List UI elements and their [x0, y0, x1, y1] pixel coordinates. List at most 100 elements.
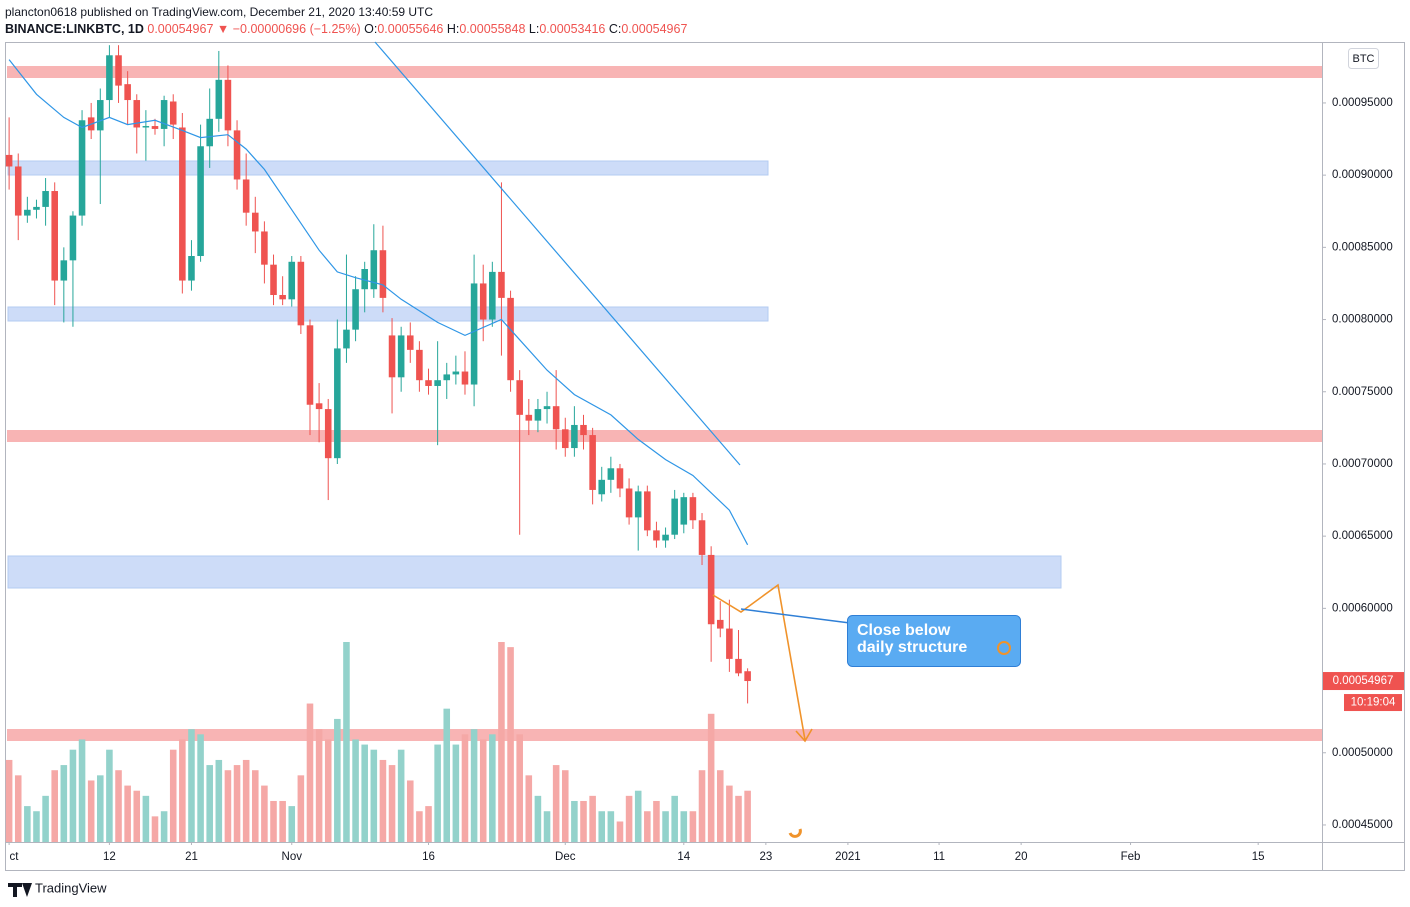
volume-bar	[525, 775, 533, 842]
y-tick-label: 0.00070000	[1332, 458, 1393, 470]
candle-body	[270, 264, 277, 295]
callout-line: Close below	[857, 622, 951, 639]
volume-bar	[115, 770, 122, 842]
volume-bar	[124, 785, 131, 842]
x-tick-label: Feb	[1121, 851, 1141, 863]
y-tick-label: 0.00075000	[1332, 386, 1393, 398]
volume-bar	[479, 739, 487, 842]
chart-frame	[5, 42, 1405, 871]
structure-zone	[7, 160, 769, 176]
event-icon	[788, 828, 802, 838]
volume-bar	[261, 785, 268, 842]
volume-bar	[744, 790, 751, 842]
open-value: 0.00055646	[377, 22, 443, 36]
candle-body	[598, 479, 606, 495]
volume-bar	[288, 806, 296, 842]
volume-bar	[716, 770, 724, 842]
volume-bar	[416, 811, 423, 842]
candle-body	[461, 371, 469, 385]
volume-bar	[735, 795, 742, 842]
volume-bar	[516, 734, 523, 842]
last-price-tag	[1323, 672, 1404, 691]
candle-body	[479, 283, 487, 320]
candle-body	[133, 100, 141, 128]
y-tick-label: 0.00090000	[1332, 169, 1393, 181]
x-tick-label: 2021	[835, 851, 861, 863]
volume-bar	[552, 765, 560, 842]
volume-bar	[51, 770, 58, 842]
candle-body	[498, 271, 505, 298]
y-tick-label: 0.00080000	[1332, 314, 1393, 326]
open-label: O:	[364, 22, 377, 36]
candle-body	[361, 269, 368, 290]
volume-bar	[60, 765, 68, 842]
volume-bar	[461, 734, 469, 842]
volume-bar	[252, 770, 259, 842]
candle-body	[288, 261, 296, 300]
volume-bar	[498, 642, 505, 842]
candle-body	[379, 250, 387, 298]
candle-body	[680, 497, 688, 525]
volume-bar	[33, 811, 40, 842]
volume-bar	[534, 795, 542, 842]
volume-bar	[279, 800, 286, 842]
candle-body	[24, 209, 31, 216]
resistance-band	[7, 66, 1322, 78]
candle-body	[534, 409, 542, 421]
callout-pointer	[740, 608, 851, 624]
candle-body	[443, 374, 451, 381]
y-tick-label: 0.00065000	[1332, 530, 1393, 542]
volume-bar	[78, 739, 86, 842]
volume-bar	[561, 770, 569, 842]
candle-body	[279, 294, 286, 300]
volume-bar	[306, 703, 314, 842]
candle-body	[388, 335, 396, 378]
symbol-line: BINANCE:LINKBTC, 1D 0.00054967 ▼ −0.0000…	[5, 22, 687, 36]
candle-body	[324, 409, 332, 459]
volume-bar	[297, 775, 305, 842]
volume-bar	[571, 800, 578, 842]
candle-layer	[5, 45, 751, 704]
x-tick-label: Dec	[555, 851, 576, 863]
volume-bar	[470, 729, 478, 842]
countdown-tag	[1344, 694, 1402, 712]
close-label: C:	[609, 22, 622, 36]
volume-bar	[160, 811, 168, 842]
volume-bar	[151, 816, 159, 842]
projection-arrow	[712, 583, 806, 741]
candle-body	[33, 206, 40, 210]
candle-body	[343, 329, 350, 349]
candle-body	[434, 380, 441, 386]
candle-body	[716, 619, 724, 629]
candle-body	[589, 435, 596, 490]
candle-body	[452, 371, 460, 375]
candle-body	[662, 534, 669, 541]
candle-body	[242, 179, 250, 213]
candle-body	[689, 497, 697, 521]
candle-body	[197, 146, 204, 257]
candle-body	[5, 154, 13, 167]
volume-bar	[598, 811, 606, 842]
candle-body	[653, 530, 660, 541]
volume-bar	[352, 739, 359, 842]
x-tick-label: 14	[677, 851, 690, 863]
volume-bar	[434, 744, 441, 842]
currency-button[interactable]	[1348, 48, 1379, 69]
x-tick-label: 23	[759, 851, 772, 863]
y-tick-label: 0.00085000	[1332, 241, 1393, 253]
volume-bar	[169, 749, 177, 842]
candle-body	[60, 260, 68, 281]
candle-body	[735, 658, 742, 674]
volume-bar	[5, 759, 13, 842]
y-tick-label: 0.00050000	[1332, 747, 1393, 759]
volume-bar	[616, 821, 624, 842]
volume-bar	[106, 749, 113, 842]
volume-bar	[425, 806, 432, 842]
candle-body	[489, 271, 496, 320]
volume-bar	[698, 770, 706, 842]
candle-body	[580, 424, 587, 436]
resistance-band	[7, 430, 1322, 442]
candle-body	[124, 84, 131, 101]
candle-body	[634, 491, 642, 518]
volume-bar	[133, 790, 141, 842]
